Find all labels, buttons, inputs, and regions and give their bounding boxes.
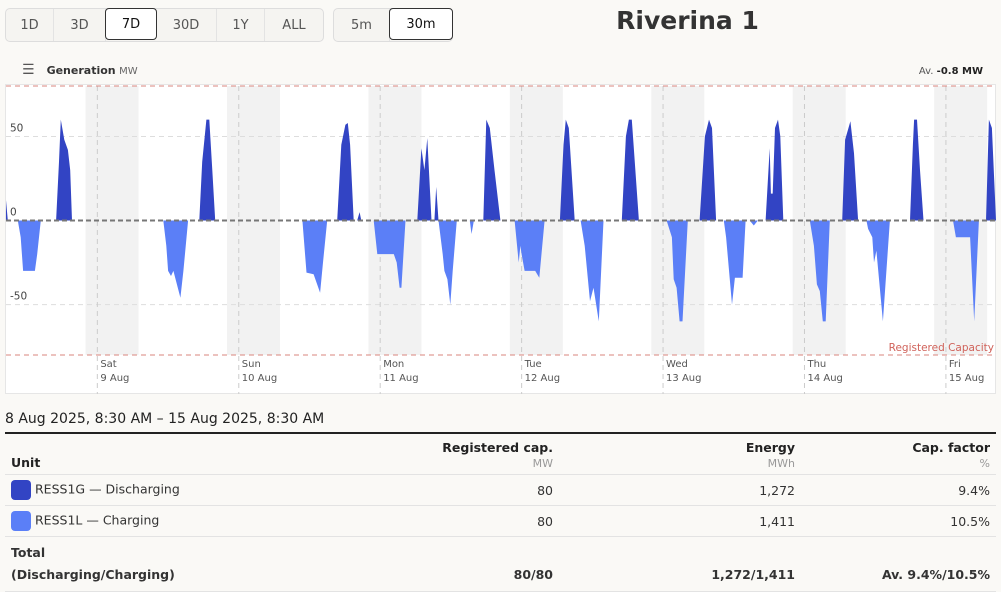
total-label: Total	[11, 545, 46, 560]
col-cf: Cap. factor	[912, 440, 990, 455]
registered-capacity-label: Registered Capacity	[889, 342, 994, 354]
total-sublabel: (Discharging/Charging)	[11, 567, 175, 582]
units-table: Unit Registered cap. Energy Cap. factor …	[5, 432, 996, 592]
date-tick-label: 9 Aug	[100, 373, 129, 384]
avg-label: Av.	[918, 66, 934, 77]
y-tick-label: 50	[10, 122, 23, 134]
chart-header: ☰ Generation MW	[22, 62, 138, 78]
total-row: Total (Discharging/Charging) 80/80 1,272/…	[5, 536, 996, 592]
cf-cell: 10.5%	[801, 505, 996, 537]
day-tick-label: Sat	[100, 359, 116, 370]
col-cf-unit: %	[979, 457, 990, 470]
day-tick-label: Sun	[242, 359, 261, 370]
col-energy-unit: MWh	[767, 457, 795, 470]
color-swatch	[11, 511, 31, 531]
date-tick-label: 11 Aug	[383, 373, 418, 384]
generation-chart[interactable]: Sat 9 Aug Sun 10 Aug Mon 11 Aug Tue 12 Aug Wed 13…	[5, 84, 996, 394]
menu-icon[interactable]: ☰	[22, 62, 35, 78]
col-unit: Unit	[11, 455, 41, 470]
range-30d-button[interactable]: 30D	[156, 9, 217, 41]
chart-title: Generation	[46, 63, 116, 77]
page-title: Riverina 1	[616, 6, 759, 35]
range-all-button[interactable]: ALL	[282, 17, 306, 33]
range-selector: 1D 3D 7D 30D 1Y ALL	[5, 8, 324, 42]
energy-cell: 1,411	[559, 505, 801, 537]
col-energy: Energy	[745, 440, 795, 455]
interval-selector: 5m 30m	[333, 8, 453, 42]
y-tick-label: 0	[10, 207, 17, 219]
range-3d-button[interactable]: 3D	[54, 9, 106, 41]
color-swatch	[11, 480, 31, 500]
charging-area	[17, 220, 979, 322]
day-tick-label: Thu	[806, 359, 826, 370]
range-1d-button[interactable]: 1D	[6, 9, 54, 41]
unit-name: RESS1L — Charging	[35, 512, 160, 528]
col-cap-unit: MW	[532, 457, 553, 470]
cf-cell: 9.4%	[801, 474, 996, 506]
chart-svg: Sat 9 Aug Sun 10 Aug Mon 11 Aug Tue 12 Aug Wed 13…	[6, 85, 996, 394]
interval-30m-button[interactable]: 30m	[389, 8, 453, 40]
range-1y-button[interactable]: 1Y	[217, 9, 265, 41]
chart-average: Av. -0.8 MW	[919, 66, 983, 77]
total-cf: Av. 9.4%/10.5%	[801, 536, 996, 592]
total-energy: 1,272/1,411	[559, 536, 801, 592]
date-tick-label: 15 Aug	[949, 373, 984, 384]
unit-name: RESS1G — Discharging	[35, 481, 180, 497]
date-tick-label: 13 Aug	[666, 373, 701, 384]
chart-unit: MW	[119, 65, 138, 77]
day-tick-label: Wed	[666, 359, 688, 370]
date-tick-label: 10 Aug	[242, 373, 277, 384]
day-tick-label: Tue	[524, 359, 542, 370]
energy-cell: 1,272	[559, 474, 801, 506]
table-row[interactable]: RESS1G — Discharging 80 1,272 9.4%	[5, 474, 996, 506]
day-tick-label: Fri	[949, 359, 961, 370]
day-tick-label: Mon	[383, 359, 404, 370]
total-cap: 80/80	[339, 536, 559, 592]
date-tick-label: 12 Aug	[525, 373, 560, 384]
table-row[interactable]: RESS1L — Charging 80 1,411 10.5%	[5, 505, 996, 537]
y-tick-label: -50	[10, 291, 27, 303]
interval-5m-button[interactable]: 5m	[334, 9, 390, 41]
cap-cell: 80	[339, 505, 559, 537]
date-range-label: 8 Aug 2025, 8:30 AM – 15 Aug 2025, 8:30 …	[5, 411, 325, 427]
col-cap: Registered cap.	[442, 440, 553, 455]
avg-value: -0.8 MW	[936, 66, 983, 77]
range-7d-button[interactable]: 7D	[105, 8, 157, 40]
discharging-area	[6, 119, 996, 221]
cap-cell: 80	[339, 474, 559, 506]
date-tick-label: 14 Aug	[807, 373, 842, 384]
